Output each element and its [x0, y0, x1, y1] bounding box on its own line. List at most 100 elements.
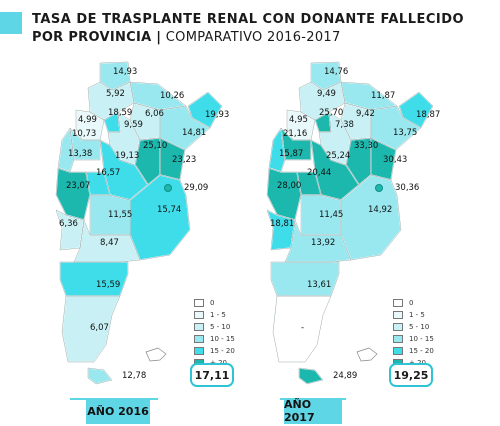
- province-value-sgo-estero: 9,59: [124, 120, 143, 130]
- legend-label: + 20: [409, 359, 426, 367]
- province-value-chaco: 9,42: [356, 109, 375, 119]
- legend-swatch: [194, 298, 204, 307]
- province-value-santa-cruz: -: [301, 323, 304, 333]
- islas-malvinas: [356, 347, 378, 362]
- province-value-chaco: 6,06: [145, 109, 164, 119]
- total-rate-2016: 17,11: [190, 363, 234, 387]
- province-value-san-luis: 20,44: [307, 168, 331, 178]
- province-value-formosa: 11,87: [371, 91, 395, 101]
- province-value-san-luis: 16,57: [96, 168, 120, 178]
- province-outline: [73, 219, 141, 263]
- province-value-la-rioja: 10,73: [72, 129, 96, 139]
- province-value-jujuy: 14,76: [324, 67, 348, 77]
- province-value-chubut: 15,59: [96, 280, 120, 290]
- year-label-2017: AÑO 2017: [284, 398, 342, 424]
- province-value-neuquen: 6,36: [59, 219, 78, 229]
- legend-swatch: [393, 334, 403, 343]
- province-value-tierra-del-fuego: 12,78: [122, 371, 146, 381]
- province-value-formosa: 10,26: [160, 91, 184, 101]
- province-value-cordoba: 19,13: [115, 151, 139, 161]
- legend-item: 5 - 10: [194, 321, 264, 332]
- province-value-cordoba: 25,24: [326, 151, 350, 161]
- province-value-sgo-estero: 7,38: [335, 120, 354, 130]
- page-subtitle: POR PROVINCIA | COMPARATIVO 2016-2017: [32, 29, 341, 47]
- legend-swatch: [194, 310, 204, 319]
- province-value-buenos-aires: 15,74: [157, 205, 181, 215]
- total-rate-2017: 19,25: [389, 363, 433, 387]
- legend-item: 0: [194, 297, 264, 308]
- page-title: TASA DE TRASPLANTE RENAL CON DONANTE FAL…: [32, 12, 465, 27]
- province-value-entre-rios: 23,23: [172, 155, 196, 165]
- islas-malvinas: [145, 347, 167, 362]
- legend-label: 10 - 15: [210, 334, 235, 343]
- legend-item: 10 - 15: [393, 333, 463, 344]
- caba-marker: [375, 184, 383, 192]
- province-value-corrientes: 14,81: [182, 128, 206, 138]
- province-outline: [61, 295, 121, 363]
- map-2016: 14,93 5,92 10,26 18,59 6,06 19,93 4,99 9,59 14,8…: [55, 61, 229, 385]
- province-value-caba: 30,36: [395, 183, 419, 193]
- province-value-la-pampa: 11,45: [319, 210, 343, 220]
- province-value-mendoza: 23,07: [66, 181, 90, 191]
- year-label-2016: AÑO 2016: [86, 398, 150, 424]
- map-2017: 14,76 9,49 11,87 25,70 9,42 18,87 4,95 7,38 13,7…: [266, 61, 440, 385]
- legend-swatch: [393, 322, 403, 331]
- legend-label: 15 - 20: [409, 346, 434, 355]
- province-tierra-del-fuego: [298, 367, 324, 385]
- province-chubut: [59, 261, 129, 297]
- province-outline: [272, 295, 332, 363]
- legend-swatch: [194, 346, 204, 355]
- province-value-santa-fe: 25,10: [143, 141, 167, 151]
- title-accent-bar: [0, 12, 22, 34]
- legend-swatch: [194, 322, 204, 331]
- province-value-la-pampa: 11,55: [108, 210, 132, 220]
- province-outline: [187, 91, 223, 129]
- province-value-chubut: 13,61: [307, 280, 331, 290]
- subtitle-rest: COMPARATIVO 2016-2017: [161, 30, 341, 45]
- legend-item: 1 - 5: [393, 309, 463, 320]
- legend-label: 5 - 10: [210, 322, 231, 331]
- province-value-caba: 29,09: [184, 183, 208, 193]
- subtitle-bold: POR PROVINCIA |: [32, 30, 162, 45]
- province-value-entre-rios: 30,43: [383, 155, 407, 165]
- province-outline: [268, 127, 286, 173]
- province-value-catamarca: 4,99: [78, 115, 97, 125]
- legend-item: 5 - 10: [393, 321, 463, 332]
- province-value-catamarca: 4,95: [289, 115, 308, 125]
- legend-item: 15 - 20: [194, 345, 264, 356]
- legend-swatch: [194, 334, 204, 343]
- province-outline: [87, 367, 113, 385]
- legend-label: 15 - 20: [210, 346, 235, 355]
- province-outline: [298, 367, 324, 385]
- legend-item: 15 - 20: [393, 345, 463, 356]
- legend-swatch: [393, 310, 403, 319]
- province-value-tucuman: 25,70: [319, 108, 343, 118]
- province-value-jujuy: 14,93: [113, 67, 137, 77]
- province-chubut: [270, 261, 340, 297]
- legend-swatch: [393, 346, 403, 355]
- province-outline: [266, 167, 302, 221]
- province-value-san-juan: 15,87: [279, 149, 303, 159]
- province-value-salta: 9,49: [317, 89, 336, 99]
- province-value-la-rioja: 21,16: [283, 129, 307, 139]
- province-outline: [57, 127, 75, 173]
- province-tierra-del-fuego: [87, 367, 113, 385]
- province-value-misiones: 19,93: [205, 110, 229, 120]
- legend-label: 1 - 5: [409, 310, 425, 319]
- province-outline: [55, 167, 91, 221]
- legend-label: 0: [409, 298, 414, 307]
- legend-label: 0: [210, 298, 215, 307]
- legend-2016: 0 1 - 5 5 - 10 10 - 15 15 - 20 + 20: [194, 297, 264, 369]
- legend-item: 1 - 5: [194, 309, 264, 320]
- legend-2017: 0 1 - 5 5 - 10 10 - 15 15 - 20 + 20: [393, 297, 463, 369]
- province-value-mendoza: 28,00: [277, 181, 301, 191]
- legend-item: 0: [393, 297, 463, 308]
- province-value-tucuman: 18,59: [108, 108, 132, 118]
- legend-swatch: [393, 298, 403, 307]
- caba-marker: [164, 184, 172, 192]
- province-value-buenos-aires: 14,92: [368, 205, 392, 215]
- province-outline: [284, 219, 352, 263]
- province-value-neuquen: 18,81: [270, 219, 294, 229]
- province-value-santa-fe: 33,30: [354, 141, 378, 151]
